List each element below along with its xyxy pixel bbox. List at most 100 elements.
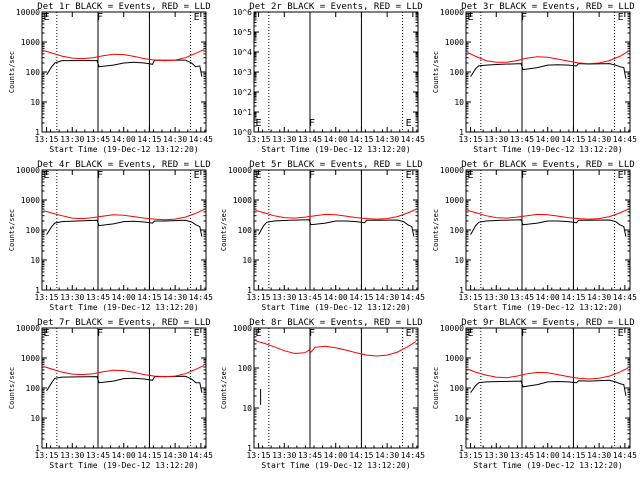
y-tick-label: 1 <box>247 286 252 295</box>
y-tick-label: 1000 <box>233 324 252 333</box>
panel-det-1: Det 1r BLACK = Events, RED = LLD 1 10 100 10… <box>8 2 213 154</box>
y-tick-label: 1 <box>459 444 464 453</box>
x-tick-label: 14:00 <box>324 451 348 460</box>
segment-marker: F <box>521 170 527 181</box>
y-tick-label: 10^2 <box>233 88 252 97</box>
lld-rate-line <box>467 367 629 380</box>
x-tick-label: 14:30 <box>375 451 399 460</box>
segment-marker: F <box>309 118 315 129</box>
y-axis-label: Counts/sec <box>432 51 440 93</box>
x-tick-label: 13:45 <box>298 135 322 144</box>
y-tick-label: 10000 <box>16 324 40 333</box>
x-tick-label: 14:00 <box>324 293 348 302</box>
y-tick-label: 10000 <box>16 166 40 175</box>
y-tick-label: 100 <box>26 384 41 393</box>
x-tick-label: 14:00 <box>324 135 348 144</box>
x-axis-label: Start Time (19-Dec-12 13:12:20) <box>49 303 198 312</box>
x-tick-label: 14:15 <box>561 135 585 144</box>
y-tick-label: 1000 <box>21 38 40 47</box>
panel-title: Det 6r BLACK = Events, RED = LLD <box>461 160 634 170</box>
y-tick-label: 100 <box>238 226 253 235</box>
x-axis-label: Start Time (19-Dec-12 13:12:20) <box>49 145 198 154</box>
panel-det-4: Det 4r BLACK = Events, RED = LLD 1 10 100 10… <box>8 160 213 312</box>
y-tick-label: 10000 <box>440 324 464 333</box>
lld-rate-line <box>43 49 205 62</box>
segment-marker: E <box>618 12 624 23</box>
panel-title: Det 1r BLACK = Events, RED = LLD <box>37 2 210 12</box>
y-tick-label: 10 <box>454 98 464 107</box>
y-tick-label: 1 <box>459 286 464 295</box>
plot-frame <box>253 169 419 291</box>
segment-marker: F <box>309 328 315 339</box>
x-tick-label: 14:00 <box>536 293 560 302</box>
x-tick-label: 13:30 <box>272 135 296 144</box>
x-tick-label: 13:45 <box>86 135 110 144</box>
segment-marker: E <box>618 328 624 339</box>
y-tick-label: 1000 <box>445 196 464 205</box>
panel-title: Det 4r BLACK = Events, RED = LLD <box>37 160 210 170</box>
x-tick-label: 14:45 <box>189 451 213 460</box>
panel-det-3: Det 3r BLACK = Events, RED = LLD 1 10 100 10… <box>432 2 637 154</box>
panel-det-7: Det 7r BLACK = Events, RED = LLD 1 10 100 10… <box>8 318 213 470</box>
x-tick-label: 13:15 <box>247 135 271 144</box>
y-tick-label: 10^4 <box>233 48 252 57</box>
y-axis-label: Counts/sec <box>8 367 16 409</box>
plot-frame <box>253 11 419 133</box>
x-axis-label: Start Time (19-Dec-12 13:12:20) <box>261 461 410 470</box>
x-axis-label: Start Time (19-Dec-12 13:12:20) <box>473 461 622 470</box>
x-tick-label: 14:45 <box>401 451 425 460</box>
events-rate-line <box>46 375 203 393</box>
panel-det-6: Det 6r BLACK = Events, RED = LLD 1 10 100 10… <box>432 160 637 312</box>
panel-title: Det 9r BLACK = Events, RED = LLD <box>461 318 634 328</box>
x-axis-label: Start Time (19-Dec-12 13:12:20) <box>261 145 410 154</box>
x-tick-label: 13:30 <box>484 293 508 302</box>
x-tick-label: 14:45 <box>189 135 213 144</box>
y-tick-label: 10 <box>242 404 252 413</box>
x-tick-label: 14:45 <box>401 135 425 144</box>
y-tick-label: 10 <box>30 98 40 107</box>
segment-marker: E <box>255 328 261 339</box>
x-tick-label: 14:30 <box>163 293 187 302</box>
x-tick-label: 14:15 <box>349 451 373 460</box>
x-tick-label: 14:00 <box>112 135 136 144</box>
events-rate-line <box>46 219 203 237</box>
x-tick-label: 14:45 <box>613 451 637 460</box>
segment-marker: E <box>255 118 261 129</box>
x-tick-label: 14:15 <box>137 135 161 144</box>
segment-marker: E <box>43 328 49 339</box>
x-tick-label: 13:45 <box>86 451 110 460</box>
segment-marker: E <box>406 118 412 129</box>
segment-marker: E <box>255 170 261 181</box>
plot-frame <box>41 11 207 133</box>
lld-rate-line <box>255 208 417 220</box>
x-tick-label: 14:00 <box>112 451 136 460</box>
x-tick-label: 13:15 <box>459 451 483 460</box>
panel-title: Det 3r BLACK = Events, RED = LLD <box>461 2 634 12</box>
y-tick-label: 1 <box>247 444 252 453</box>
y-tick-label: 10 <box>454 256 464 265</box>
segment-marker: F <box>309 170 315 181</box>
panel-det-9: Det 9r BLACK = Events, RED = LLD 1 10 100 10… <box>432 318 637 470</box>
x-tick-label: 14:45 <box>613 135 637 144</box>
events-rate-line <box>470 63 627 79</box>
x-tick-label: 14:15 <box>349 135 373 144</box>
y-tick-label: 100 <box>450 384 465 393</box>
x-tick-label: 14:45 <box>401 293 425 302</box>
events-rate-line <box>470 379 627 396</box>
y-tick-label: 10^6 <box>233 8 252 17</box>
x-tick-label: 14:30 <box>587 451 611 460</box>
segment-marker: E <box>618 170 624 181</box>
y-tick-label: 10000 <box>228 166 252 175</box>
x-tick-label: 13:15 <box>247 451 271 460</box>
segment-marker: F <box>97 328 103 339</box>
x-tick-label: 13:15 <box>35 293 59 302</box>
segment-marker: E <box>406 170 412 181</box>
x-tick-label: 14:30 <box>375 293 399 302</box>
x-tick-label: 13:30 <box>60 451 84 460</box>
y-tick-label: 10 <box>242 256 252 265</box>
panel-title: Det 7r BLACK = Events, RED = LLD <box>37 318 210 328</box>
y-axis-label: Counts/sec <box>220 367 228 409</box>
y-tick-label: 10^0 <box>233 128 252 137</box>
segment-marker: E <box>43 170 49 181</box>
y-tick-label: 10^5 <box>233 28 252 37</box>
